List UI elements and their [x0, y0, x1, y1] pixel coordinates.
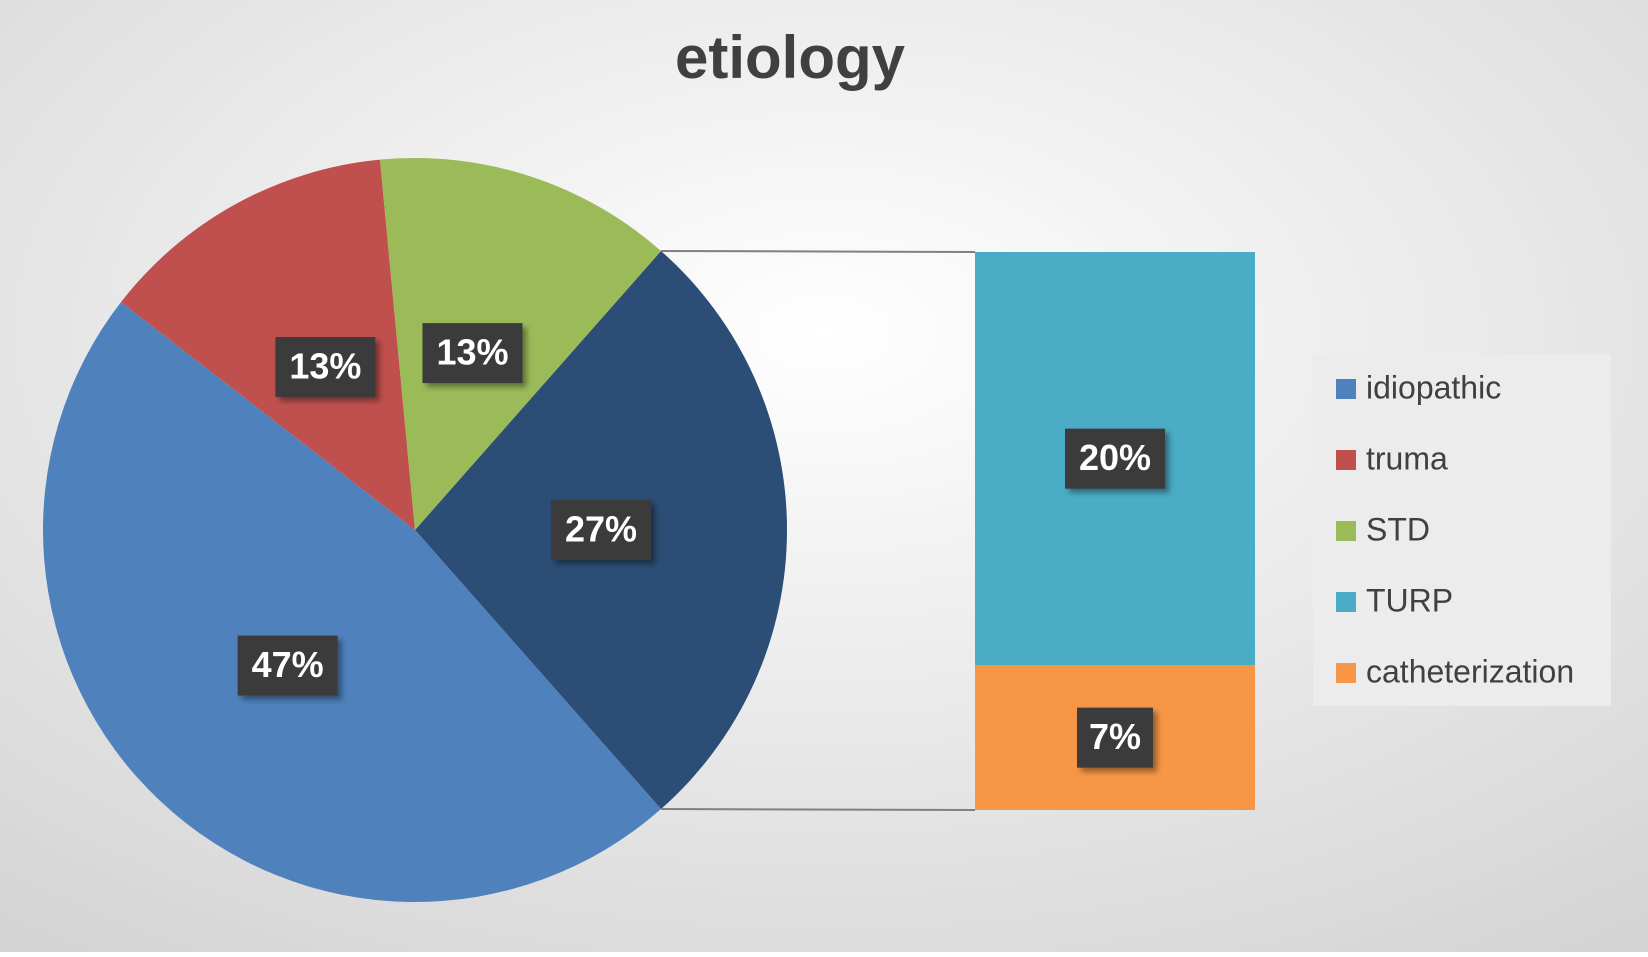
legend-swatch	[1336, 379, 1356, 399]
legend-swatch	[1336, 521, 1356, 541]
data-label: 13%	[289, 346, 361, 387]
data-label-box	[1065, 428, 1165, 489]
chart-title: etiology	[675, 24, 906, 91]
pie-slice	[42, 301, 662, 903]
connector-line	[661, 808, 976, 811]
legend-label: idiopathic	[1366, 369, 1501, 405]
legend-box	[1313, 354, 1611, 706]
legend-label: TURP	[1366, 582, 1453, 618]
data-label: 20%	[1079, 437, 1151, 478]
legend-label: catheterization	[1366, 653, 1574, 689]
data-label: 7%	[1089, 716, 1141, 757]
legend-swatch	[1336, 592, 1356, 612]
legend-swatch	[1336, 663, 1356, 683]
legend-label: truma	[1366, 440, 1448, 476]
legend-label: STD	[1366, 511, 1430, 547]
connector-line	[661, 249, 976, 253]
data-label-box	[237, 635, 338, 696]
legend-swatch	[1336, 450, 1356, 470]
data-label-box	[422, 323, 523, 384]
data-label: 47%	[252, 644, 324, 685]
data-label: 27%	[565, 509, 637, 550]
data-label-box	[551, 500, 651, 560]
data-label-box	[275, 337, 376, 398]
data-label-box	[1077, 707, 1153, 768]
data-label: 13%	[436, 332, 508, 373]
pie-slice	[121, 159, 416, 531]
